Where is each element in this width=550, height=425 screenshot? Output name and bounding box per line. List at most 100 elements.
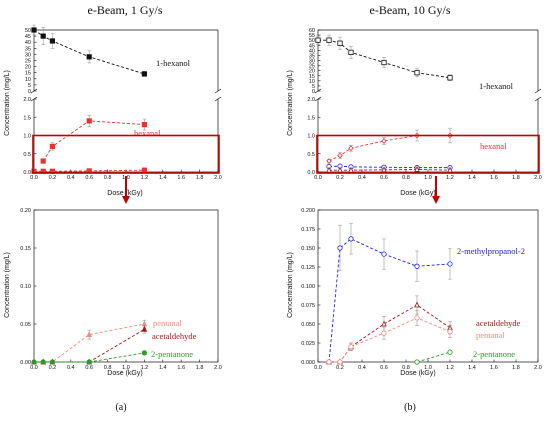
data-point <box>348 166 354 173</box>
y-tick-label: 15 <box>25 71 31 77</box>
y-tick-label: 0.05 <box>20 322 31 328</box>
y-tick-label: 5 <box>312 84 315 90</box>
data-point <box>381 138 387 144</box>
series-line <box>329 304 451 363</box>
data-point <box>348 344 354 350</box>
data-point <box>414 359 420 365</box>
data-point <box>49 359 56 365</box>
data-point <box>326 158 332 164</box>
series-label-2-methylpropanol-2: 2-methylpropanol-2 <box>457 246 525 256</box>
y-tick-label: 0.5 <box>307 152 315 158</box>
y-tick-label: 35 <box>25 46 31 52</box>
x-tick-label: 0.6 <box>85 365 93 371</box>
x-tick-label: 0.4 <box>358 365 366 371</box>
data-point <box>141 325 148 332</box>
x-tick-label: 1.8 <box>196 365 204 371</box>
x-tick-label: 0.8 <box>402 365 410 371</box>
y-tick-label: 0.025 <box>301 341 315 347</box>
y-tick-label: 0.175 <box>301 227 315 233</box>
y-tick-label: 40 <box>25 40 31 46</box>
x-tick-label: 0.2 <box>49 175 57 181</box>
data-point <box>337 359 343 365</box>
data-point <box>141 71 147 77</box>
x-tick-label: 1.6 <box>177 365 185 371</box>
y-tick-label: 0 <box>312 89 315 95</box>
series-label-1-hexanol: 1-hexanol <box>479 81 514 91</box>
x-tick-label: 1.8 <box>512 175 520 181</box>
data-point <box>447 328 453 335</box>
data-point <box>86 359 92 365</box>
x-tick-label: 1.4 <box>468 175 476 181</box>
x-tick-label: 0.8 <box>104 365 112 371</box>
x-tick-label: 1.0 <box>424 175 432 181</box>
x-tick-label: 1.6 <box>490 365 498 371</box>
data-point <box>381 251 387 257</box>
y-tick-label: 0.5 <box>23 152 31 158</box>
chart-title: e-Beam, 10 Gy/s <box>370 3 451 17</box>
axis-break-mark <box>534 88 542 94</box>
x-tick-label: 2.0 <box>534 175 542 181</box>
x-tick-label: 1.8 <box>196 175 204 181</box>
x-tick-label: 0.8 <box>402 175 410 181</box>
data-point <box>141 350 147 356</box>
panel-b-top-chart: e-Beam, 10 Gy/s Concentration (mg/L) Dos… <box>287 3 542 204</box>
y-tick-label: 50 <box>309 38 315 44</box>
x-axis-label: Dose (kGy) <box>400 190 435 197</box>
data-point <box>381 320 387 327</box>
x-tick-label: 0.4 <box>67 365 75 371</box>
y-tick-label: 15 <box>309 74 315 80</box>
series-label-pentanal: pentanal <box>476 330 505 340</box>
y-tick-label: 10 <box>25 77 31 83</box>
x-tick-label: 0.0 <box>30 365 38 371</box>
data-point <box>326 359 332 365</box>
x-tick-label: 1.2 <box>446 175 454 181</box>
y-tick-label: 20 <box>25 65 31 71</box>
series-label-acetaldehyde: acetaldehyde <box>476 318 521 328</box>
data-point <box>348 236 354 242</box>
series-label-1-hexanol: 1-hexanol <box>156 58 191 68</box>
data-point <box>315 37 321 43</box>
y-tick-label: 2.0 <box>23 97 31 103</box>
x-tick-label: 2.0 <box>214 365 222 371</box>
x-axis-label: Dose (kGy) <box>107 370 142 377</box>
series-line <box>328 165 450 169</box>
series-line <box>34 323 145 363</box>
series-line <box>328 238 451 363</box>
series-label-pentanal: pentanal <box>153 318 182 328</box>
y-tick-label: 0.050 <box>301 322 315 328</box>
y-tick-label: 0 <box>28 89 31 95</box>
data-point <box>414 165 420 172</box>
y-tick-label: 25 <box>25 59 31 65</box>
y-tick-label: 55 <box>309 33 315 39</box>
y-tick-label: 0.125 <box>301 265 315 271</box>
x-tick-label: 0.2 <box>49 365 57 371</box>
y-axis-label: Concentration (mg/L) <box>287 252 294 318</box>
zoom-arrow-head <box>122 196 130 204</box>
y-axis-label: Concentration (mg/L) <box>287 70 294 136</box>
series-line <box>328 135 450 162</box>
y-tick-label: 0.15 <box>20 246 31 252</box>
x-tick-label: 1.8 <box>512 365 520 371</box>
series-line <box>416 351 451 363</box>
data-point <box>381 59 387 66</box>
data-point <box>141 167 147 173</box>
y-tick-label: 0.00 <box>20 360 31 366</box>
data-point <box>414 70 420 76</box>
y-tick-label: 0.150 <box>301 246 315 252</box>
series-line <box>42 120 145 162</box>
data-point <box>40 359 46 365</box>
data-point <box>49 143 56 150</box>
data-point <box>447 261 453 267</box>
series-line <box>34 169 145 172</box>
y-tick-label: 0.200 <box>301 208 315 214</box>
data-point <box>447 166 453 173</box>
series-line <box>34 352 145 363</box>
y-tick-label: 10 <box>309 79 315 85</box>
x-tick-label: 0.2 <box>336 365 344 371</box>
y-tick-label: 1.0 <box>23 134 31 140</box>
x-tick-label: 1.0 <box>122 365 130 371</box>
axis-break-mark <box>214 88 222 94</box>
panel-b-bottom-chart: Concentration (mg/L) Dose (kGy) 2-methyl… <box>287 208 542 413</box>
series-label-acetaldehyde: acetaldehyde <box>152 331 197 341</box>
y-tick-label: 60 <box>309 28 315 34</box>
